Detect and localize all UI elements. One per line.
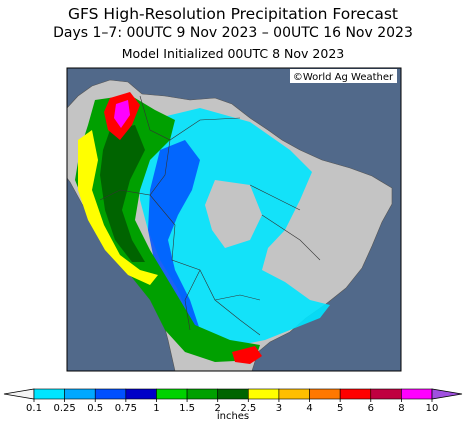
colorbar-tick-label: 0.25	[53, 403, 75, 414]
colorbar-segment	[64, 388, 96, 400]
colorbar-tick-label: 5	[337, 403, 343, 414]
credit-box	[290, 69, 397, 83]
colorbar-segment	[401, 388, 433, 400]
colorbar-tick-label: 1.5	[179, 403, 195, 414]
colorbar-tick-label: 4	[306, 403, 312, 414]
credit: ©World Ag Weather	[293, 72, 394, 83]
colorbar-tick-label: 2.5	[240, 403, 256, 414]
colorbar-tick-label: 3	[276, 403, 282, 414]
colorbar-tick-label: 10	[426, 403, 439, 414]
colorbar-segment	[278, 388, 310, 400]
colorbar-segment	[339, 388, 372, 400]
precip-magenta	[114, 100, 130, 128]
colorbar-unit: inches	[217, 411, 249, 422]
borders	[99, 95, 321, 336]
precip-blue	[148, 140, 200, 335]
colorbar-segment	[248, 388, 280, 400]
precip-gray-hole	[205, 180, 262, 248]
colorbar-segment	[217, 388, 249, 400]
map-frame	[66, 67, 402, 372]
colorbar-tick-label: 0.1	[26, 403, 42, 414]
precip-south-red	[232, 346, 262, 364]
colorbar-under	[3, 388, 35, 400]
colorbar-tick-label: 0.75	[115, 403, 137, 414]
colorbar-tick-label: 8	[398, 403, 404, 414]
colorbar-tick-label: 1	[153, 403, 159, 414]
colorbar-over	[431, 388, 463, 400]
init-time: Model Initialized 00UTC 8 Nov 2023	[122, 46, 345, 61]
precip-yellow	[78, 130, 158, 285]
colorbar-segment	[33, 388, 65, 400]
colorbar-segment	[186, 388, 218, 400]
colorbar-tick-label: 0.5	[87, 403, 103, 414]
colorbar: 0.1 0.25 0.5 0.75 1 1.5 2 2.5 3 4 5 6 8 10	[3, 388, 463, 414]
colorbar-segment	[94, 388, 127, 400]
title: GFS High-Resolution Precipitation Foreca…	[68, 5, 398, 23]
colorbar-tick-label: 6	[368, 403, 374, 414]
precip-dark-green	[100, 125, 145, 262]
colorbar-segment	[125, 388, 157, 400]
map-area: ©World Ag Weather	[66, 67, 402, 372]
colorbar-tick-label: 2	[215, 403, 221, 414]
colorbar-segment	[156, 388, 188, 400]
subtitle: Days 1–7: 00UTC 9 Nov 2023 – 00UTC 16 No…	[53, 25, 413, 41]
colorbar-segment	[370, 388, 402, 400]
colorbar-segment	[309, 388, 341, 400]
